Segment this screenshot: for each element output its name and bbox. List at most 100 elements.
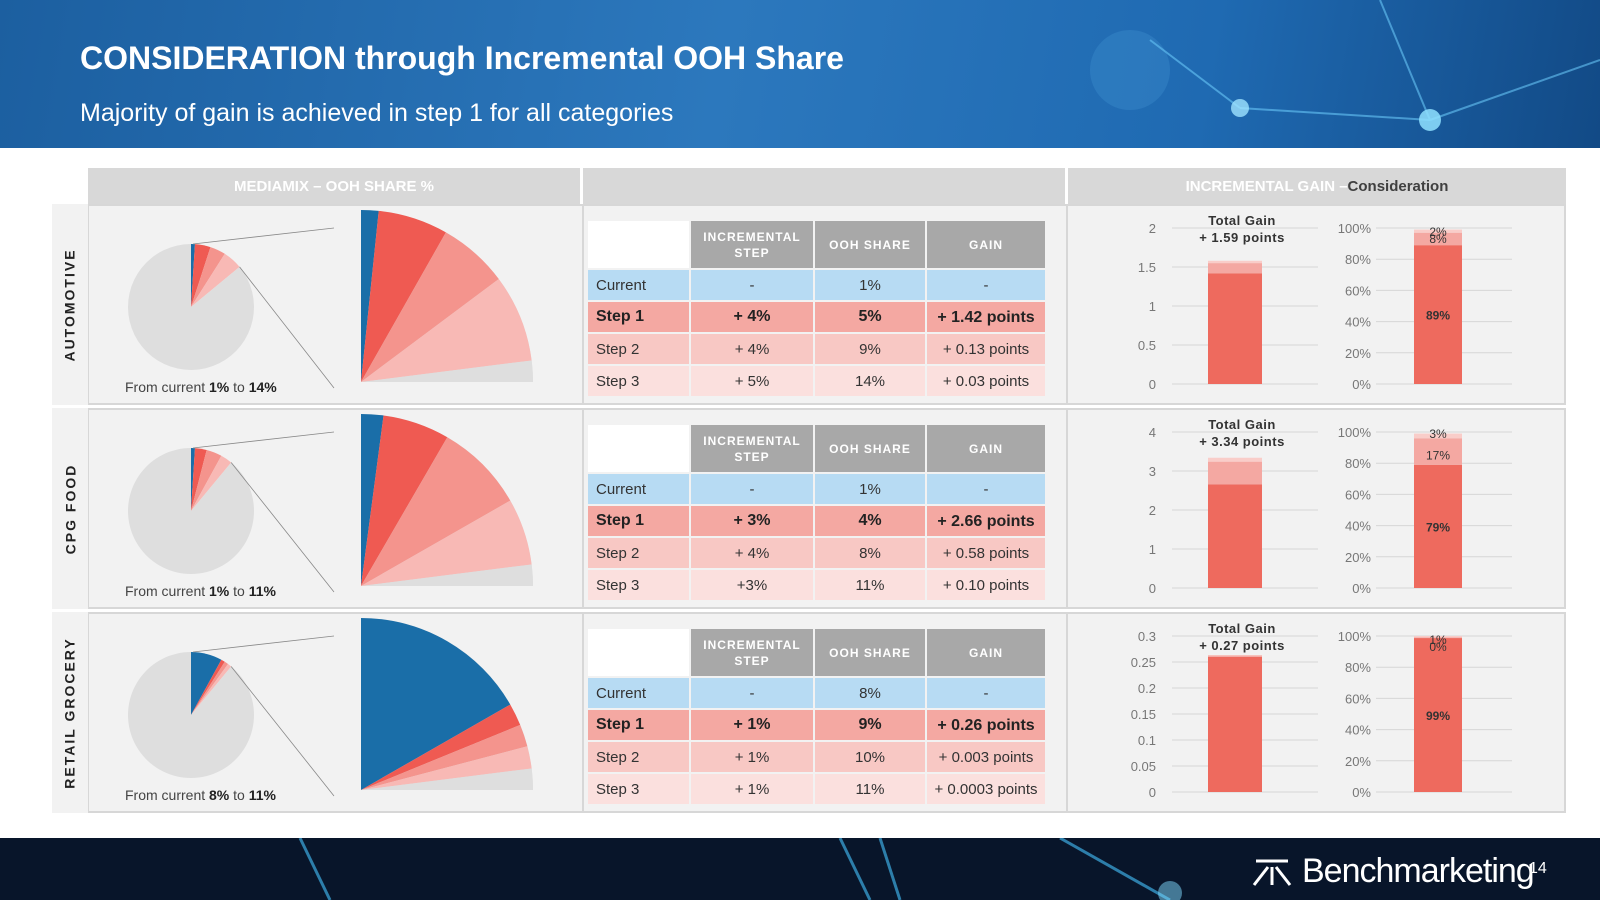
zoom-slice-step1 [361, 415, 448, 586]
share-range-caption: From current 1% to 14% [125, 379, 277, 395]
step-name: Step 3 [588, 570, 689, 600]
zoom-line-top [192, 635, 335, 653]
gain-bar-3 [1208, 655, 1262, 656]
pie-slice-step2 [191, 661, 229, 715]
table-row: Current - 1% - [588, 270, 1045, 300]
gain-value: + 0.03 points [927, 366, 1045, 396]
step-name: Step 1 [588, 506, 689, 536]
pct-bar-1 [1414, 637, 1462, 792]
zoom-line-bottom [239, 266, 335, 389]
gain-value: + 0.003 points [927, 742, 1045, 772]
pct-bar-1 [1414, 464, 1462, 588]
step-name: Step 1 [588, 302, 689, 332]
table-row: Step 1 + 1% 9% + 0.26 points [588, 710, 1045, 740]
incremental-gain-panel: 0 1 2 3 4 0% 20% 40% 60% 80% 100% 79% 17% 3% Total Ga… [1068, 410, 1564, 607]
incremental-step-value: + 4% [691, 302, 813, 332]
pct-tick-label: 0% [1352, 785, 1371, 800]
gain-value: + 1.42 points [927, 302, 1045, 332]
incremental-step-value: + 5% [691, 366, 813, 396]
pie-slice-rest [128, 652, 255, 778]
table-row: Current - 1% - [588, 474, 1045, 504]
pct-data-label: 89% [1426, 309, 1450, 323]
pct-bar-2 [1414, 637, 1462, 639]
ooh-share-pie-chart [128, 210, 533, 389]
pct-tick-label: 100% [1338, 425, 1372, 440]
category-row-1: AUTOMOTIVE From current 1% to 14% INCREM… [52, 204, 1566, 405]
total-gain-label: Total Gain + 0.27 points [1199, 621, 1285, 653]
table-row: Step 3 +3% 11% + 0.10 points [588, 570, 1045, 600]
incremental-step-table: INCREMENTAL STEP OOH SHARE GAIN Current … [586, 423, 1047, 602]
zoom-slice-step3 [361, 746, 532, 790]
y-tick-label: 0.05 [1131, 759, 1156, 774]
incremental-step-value: +3% [691, 570, 813, 600]
incremental-gain-section-header: INCREMENTAL GAIN – Consideration [1068, 168, 1566, 205]
brand-logo-icon [1252, 859, 1292, 886]
brand-name: Benchmarketing [1302, 852, 1535, 890]
footer-banner: Benchmarketing 14 [0, 838, 1600, 900]
pct-data-label: 99% [1426, 709, 1450, 723]
pct-tick-label: 0% [1352, 581, 1371, 596]
col-gain: GAIN [927, 221, 1045, 268]
y-tick-label: 0 [1149, 377, 1156, 392]
gain-bar-1 [1208, 273, 1262, 384]
col-incremental-step: INCREMENTAL STEP [691, 629, 813, 676]
step-table-panel: INCREMENTAL STEP OOH SHARE GAIN Current … [584, 614, 1066, 811]
category-row-3: RETAIL GROCERY From current 8% to 11% IN… [52, 612, 1566, 813]
ooh-share-value: 9% [815, 710, 925, 740]
zoom-slice-current [361, 618, 511, 790]
table-header-row: INCREMENTAL STEP OOH SHARE GAIN [588, 425, 1045, 472]
row-label: CPG FOOD [52, 408, 88, 609]
pct-data-label: 79% [1426, 520, 1450, 534]
zoom-slice-step1 [361, 704, 521, 790]
pct-tick-label: 80% [1345, 456, 1371, 471]
total-gain-label: Total Gain + 3.34 points [1199, 417, 1285, 449]
zoom-slice-step2 [361, 232, 499, 382]
y-tick-label: 0.5 [1138, 338, 1156, 353]
incremental-step-value: + 1% [691, 742, 813, 772]
incremental-step-value: + 1% [691, 774, 813, 804]
gain-value: + 0.10 points [927, 570, 1045, 600]
pct-bar-3 [1414, 229, 1462, 233]
table-row: Step 3 + 5% 14% + 0.03 points [588, 366, 1045, 396]
zoom-slice-step2 [361, 437, 511, 586]
row-label: AUTOMOTIVE [52, 204, 88, 405]
gain-bar-1 [1208, 484, 1262, 588]
zoom-slice-step3 [361, 279, 532, 382]
y-tick-label: 1.5 [1138, 260, 1156, 275]
brand-logo: Benchmarketing [1250, 852, 1535, 891]
page-title: CONSIDERATION through Incremental OOH Sh… [80, 40, 844, 76]
table-row: Step 2 + 1% 10% + 0.003 points [588, 742, 1045, 772]
ooh-share-pie-chart [128, 414, 533, 593]
table-row: Current - 8% - [588, 678, 1045, 708]
gain-bar-2 [1208, 263, 1262, 274]
step-name: Step 3 [588, 366, 689, 396]
step-name: Step 3 [588, 774, 689, 804]
gain-value: + 0.0003 points [927, 774, 1045, 804]
pct-data-label: 0% [1429, 640, 1447, 654]
pct-tick-label: 80% [1345, 252, 1371, 267]
pct-data-label: 8% [1429, 232, 1447, 246]
share-range-caption: From current 8% to 11% [125, 787, 276, 803]
zoom-slice-current [361, 414, 384, 586]
gain-value: + 0.13 points [927, 334, 1045, 364]
table-row: Step 3 + 1% 11% + 0.0003 points [588, 774, 1045, 804]
incremental-step-table: INCREMENTAL STEP OOH SHARE GAIN Current … [586, 627, 1047, 806]
incremental-step-value: + 3% [691, 506, 813, 536]
table-row: Step 1 + 3% 4% + 2.66 points [588, 506, 1045, 536]
pct-data-label: 2% [1429, 225, 1447, 239]
pie-slice-step3 [191, 664, 232, 715]
pie-slice-step2 [191, 247, 225, 307]
zoom-slice-rest [361, 360, 533, 382]
gain-value: + 2.66 points [927, 506, 1045, 536]
col-gain: GAIN [927, 629, 1045, 676]
pct-tick-label: 40% [1345, 723, 1371, 738]
ooh-share-value: 9% [815, 334, 925, 364]
incremental-step-value: - [691, 678, 813, 708]
ooh-share-value: 8% [815, 538, 925, 568]
pct-tick-label: 100% [1338, 221, 1372, 236]
gain-value: - [927, 270, 1045, 300]
pct-tick-label: 20% [1345, 346, 1371, 361]
table-row: Step 1 + 4% 5% + 1.42 points [588, 302, 1045, 332]
y-tick-label: 0.3 [1138, 629, 1156, 644]
